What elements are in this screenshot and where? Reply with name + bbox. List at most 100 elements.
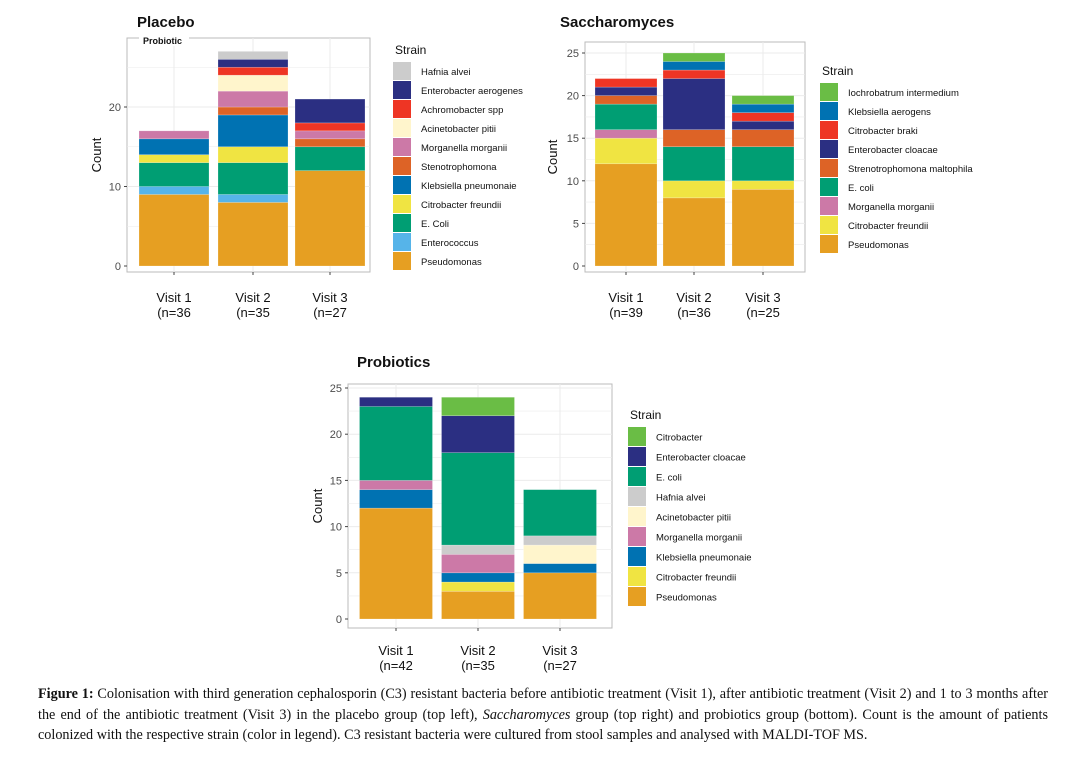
bar-segment-strenotrophomona-maltophila [731,129,795,148]
x-tick-label: (n=36 [157,305,191,320]
legend-swatch [628,507,646,526]
legend-label: Pseudomonas [848,240,909,251]
x-tick-label: Visit 2 [676,290,711,305]
legend-item: Morganella morganii [393,138,507,156]
legend-swatch [393,62,411,80]
legend-swatch [393,195,411,213]
chart-placebo: 0 10 20 Count Visit 1(n=36 Visit 2(n=35 Visit … [89,14,523,320]
legend-item: Acinetobacter pitii [628,507,731,526]
bar-segment-enterococcus [138,186,210,195]
bar-segment-acinetobacter-pitii [217,74,289,92]
chart-title: Placebo [137,14,195,31]
y-tick-label: 20 [330,429,342,441]
bar-segment-enterobacter-aerogenes [294,98,366,124]
caption-label: Figure 1: [38,686,94,702]
x-tick-label: Visit 2 [235,290,270,305]
legend-swatch [628,447,646,466]
bar-segment-klebsiella-pneumonaie [138,138,210,156]
legend-swatch [393,100,411,118]
bar-segment-stenotrophomona [294,138,366,148]
figure-charts: 0 10 20 Count Visit 1 (n=36 Visit 2 (n=35 Visit … [89,14,973,673]
legend-item: Enterococcus [393,233,479,251]
annotation-bg [139,36,189,46]
legend-item: Morganella morganii [628,527,742,546]
bar-segment-enterobacter-aerogenes [217,58,289,68]
x-tick-label: (n=25 [746,305,780,320]
legend-swatch [393,176,411,194]
legend-swatch [820,235,838,253]
legend-item: Klebsiella aerogens [820,102,931,120]
legend-swatch [628,547,646,566]
legend-swatch [393,81,411,99]
legend-swatch [820,216,838,234]
legend-swatch [628,487,646,506]
legend-swatch [820,159,838,177]
caption-italic: Saccharomyces [482,706,571,723]
legend-item: E. coli [820,178,874,196]
legend-swatch [628,527,646,546]
bar-segment-citrobacter-braki [731,112,795,122]
y-tick-label: 10 [567,176,579,188]
legend-swatch [628,427,646,446]
x-tick-label: Visit 3 [312,290,347,305]
bar-segment-pseudomonas [359,507,433,620]
legend-item: Klebsiella pneumonaie [393,176,517,194]
legend-label: Citrobacter [656,433,702,444]
legend-label: Klebsiella pneumonaie [656,553,752,564]
bar-segment-klebsiella-pneumonaie [217,114,289,148]
legend-title: Strain [395,43,426,57]
bar-segment-pseudomonas [217,202,289,267]
legend-label: Iochrobatrum intermedium [848,88,959,99]
legend-swatch [393,233,411,251]
y-axis-label: Count [89,137,104,172]
legend-label: Morganella morganii [656,533,742,544]
legend-swatch [628,467,646,486]
bar-segment-achromobacter-spp [217,66,289,76]
x-tick-label: Visit 3 [542,643,577,658]
legend-label: Hafnia alvei [656,493,706,504]
legend-label: Morganella morganii [421,143,507,154]
legend-label: Klebsiella pneumonaie [421,181,517,192]
legend-label: Stenotrophomona [421,162,497,173]
y-tick-label: 0 [573,261,579,273]
y-tick-label: 25 [567,48,579,60]
legend-swatch [393,214,411,232]
bar-segment-iochrobatrum-intermedium [662,52,726,62]
legend-item: Stenotrophomona [393,157,497,175]
bar-segment-strenotrophomona-maltophila [662,129,726,148]
legend-label: Citrobacter freundii [421,200,501,211]
y-tick-label: 25 [330,383,342,395]
legend-swatch [393,252,411,270]
bar-segment-citrobacter-braki [662,69,726,79]
legend-swatch [820,197,838,215]
bar-segment-morganella-morganii [294,130,366,140]
legend-item: Morganella morganii [820,197,934,215]
bar-segment-e-coli [217,162,289,195]
legend-label: Enterobacter aerogenes [421,86,523,97]
bar-segment-e-coli [523,489,597,537]
bar-segment-klebsiella-aerogens [662,61,726,71]
bar-segment-morganella-morganii [594,129,658,139]
bar-segment-pseudomonas [662,197,726,267]
bar-segment-e-coli [594,103,658,130]
legend-item: Citrobacter [628,427,702,446]
bar-segment-e-coli [441,452,515,546]
legend-item: E. Coli [393,214,449,232]
y-tick-label: 15 [567,133,579,145]
bar-segment-enterobacter-cloacae [359,396,433,407]
y-tick-label: 0 [115,261,121,273]
bar-segment-morganella-morganii [359,480,433,490]
legend-label: E. coli [656,473,682,484]
bar-segment-stenotrophomona [217,106,289,116]
bar-segment-enterobacter-cloacae [662,78,726,130]
x-tick-label: (n=35 [461,658,495,673]
x-tick-label: Visit 1 [608,290,643,305]
y-tick-label: 5 [573,218,579,230]
legend-label: Enterobacter cloacae [848,145,938,156]
bar-segment-klebsiella-aerogens [731,103,795,113]
legend-item: Pseudomonas [628,587,717,606]
bar-segment-citrobacter-freundii [594,137,658,165]
y-axis-label: Count [545,139,560,174]
legend-item: Iochrobatrum intermedium [820,83,959,101]
bar-segment-iochrobatrum-intermedium [731,95,795,105]
